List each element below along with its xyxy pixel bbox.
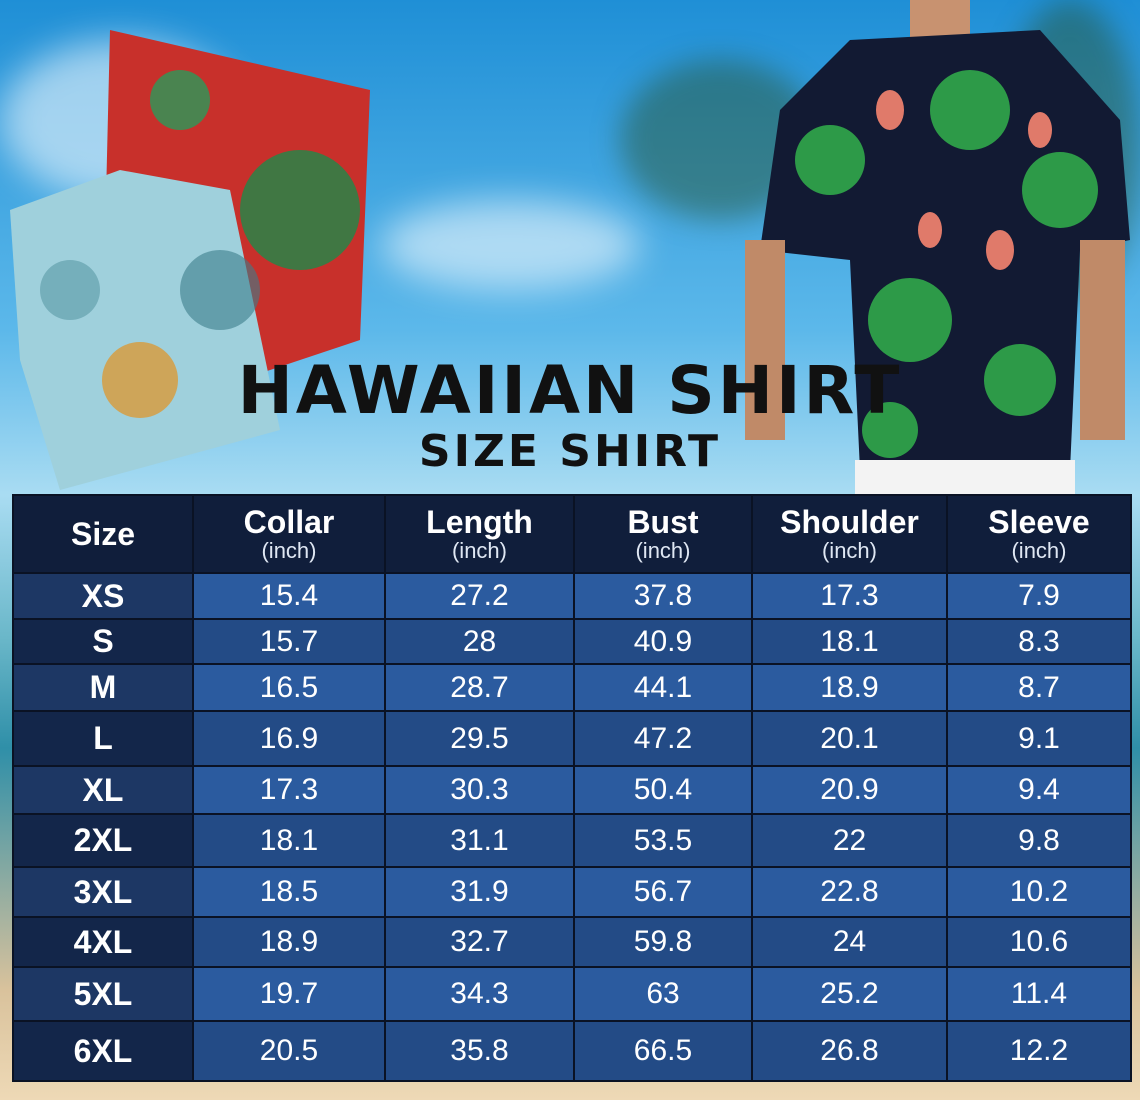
- measurement-cell: 66.5: [573, 1020, 753, 1082]
- measurement-cell: 16.9: [192, 710, 386, 767]
- measurement-cell: 22: [751, 813, 948, 868]
- measurement-cell: 12.2: [946, 1020, 1132, 1082]
- column-header-label: Collar: [243, 504, 335, 540]
- measurement-cell: 27.2: [384, 572, 575, 620]
- measurement-cell: 15.7: [192, 618, 386, 665]
- table-row: S 15.7 28 40.9 18.1 8.3: [12, 618, 1132, 665]
- size-cell: 2XL: [12, 813, 194, 868]
- size-cell: 6XL: [12, 1020, 194, 1082]
- table-row: 3XL 18.5 31.9 56.7 22.8 10.2: [12, 866, 1132, 918]
- column-header-unit: (inch): [1011, 538, 1067, 563]
- column-header-label: Size: [70, 516, 136, 552]
- table-row: XS 15.4 27.2 37.8 17.3 7.9: [12, 572, 1132, 620]
- column-header-label: Shoulder: [780, 504, 919, 540]
- table-row: 4XL 18.9 32.7 59.8 24 10.6: [12, 916, 1132, 968]
- model-shirt-image: [745, 0, 1130, 495]
- background-cloud: [380, 200, 640, 290]
- measurement-cell: 8.3: [946, 618, 1132, 665]
- table-row: 5XL 19.7 34.3 63 25.2 11.4: [12, 966, 1132, 1022]
- column-header-collar: Collar (inch): [192, 494, 386, 574]
- measurement-cell: 25.2: [751, 966, 948, 1022]
- size-cell: S: [12, 618, 194, 665]
- measurement-cell: 18.9: [751, 663, 948, 712]
- column-header-sleeve: Sleeve (inch): [946, 494, 1132, 574]
- measurement-cell: 47.2: [573, 710, 753, 767]
- table-row: L 16.9 29.5 47.2 20.1 9.1: [12, 710, 1132, 767]
- measurement-cell: 7.9: [946, 572, 1132, 620]
- column-header-size: Size: [12, 494, 194, 574]
- measurement-cell: 31.1: [384, 813, 575, 868]
- measurement-cell: 37.8: [573, 572, 753, 620]
- measurement-cell: 40.9: [573, 618, 753, 665]
- measurement-cell: 30.3: [384, 765, 575, 815]
- column-header-bust: Bust (inch): [573, 494, 753, 574]
- measurement-cell: 59.8: [573, 916, 753, 968]
- measurement-cell: 20.5: [192, 1020, 386, 1082]
- measurement-cell: 19.7: [192, 966, 386, 1022]
- measurement-cell: 63: [573, 966, 753, 1022]
- measurement-cell: 9.8: [946, 813, 1132, 868]
- column-header-label: Sleeve: [988, 504, 1090, 540]
- column-header-label: Length: [426, 504, 533, 540]
- column-header-label: Bust: [627, 504, 699, 540]
- measurement-cell: 16.5: [192, 663, 386, 712]
- page-title: HAWAIIAN SHIRT: [237, 352, 903, 429]
- measurement-cell: 18.1: [192, 813, 386, 868]
- column-header-unit: (inch): [261, 538, 317, 563]
- size-cell: L: [12, 710, 194, 767]
- size-cell: M: [12, 663, 194, 712]
- measurement-cell: 8.7: [946, 663, 1132, 712]
- table-row: 6XL 20.5 35.8 66.5 26.8 12.2: [12, 1020, 1132, 1082]
- measurement-cell: 32.7: [384, 916, 575, 968]
- size-cell: 3XL: [12, 866, 194, 918]
- measurement-cell: 17.3: [192, 765, 386, 815]
- measurement-cell: 56.7: [573, 866, 753, 918]
- table-row: 2XL 18.1 31.1 53.5 22 9.8: [12, 813, 1132, 868]
- size-cell: 5XL: [12, 966, 194, 1022]
- measurement-cell: 11.4: [946, 966, 1132, 1022]
- measurement-cell: 20.1: [751, 710, 948, 767]
- measurement-cell: 31.9: [384, 866, 575, 918]
- page-subtitle: SIZE SHIRT: [418, 426, 722, 477]
- measurement-cell: 28: [384, 618, 575, 665]
- column-header-unit: (inch): [821, 538, 877, 563]
- size-cell: XL: [12, 765, 194, 815]
- measurement-cell: 15.4: [192, 572, 386, 620]
- column-header-shoulder: Shoulder (inch): [751, 494, 948, 574]
- column-header-length: Length (inch): [384, 494, 575, 574]
- measurement-cell: 44.1: [573, 663, 753, 712]
- measurement-cell: 18.5: [192, 866, 386, 918]
- measurement-cell: 9.4: [946, 765, 1132, 815]
- measurement-cell: 29.5: [384, 710, 575, 767]
- column-header-unit: (inch): [451, 538, 507, 563]
- size-chart-table: Size Collar (inch) Length (inch) Bust (inch) Sh…: [12, 494, 1132, 1082]
- measurement-cell: 17.3: [751, 572, 948, 620]
- measurement-cell: 9.1: [946, 710, 1132, 767]
- header-row: Size Collar (inch) Length (inch) Bust (inch) Sh…: [12, 494, 1132, 574]
- folded-shirts-image: [10, 30, 370, 490]
- column-header-unit: (inch): [635, 538, 691, 563]
- measurement-cell: 26.8: [751, 1020, 948, 1082]
- measurement-cell: 24: [751, 916, 948, 968]
- measurement-cell: 50.4: [573, 765, 753, 815]
- size-cell: XS: [12, 572, 194, 620]
- measurement-cell: 22.8: [751, 866, 948, 918]
- measurement-cell: 34.3: [384, 966, 575, 1022]
- table-row: M 16.5 28.7 44.1 18.9 8.7: [12, 663, 1132, 712]
- measurement-cell: 10.2: [946, 866, 1132, 918]
- measurement-cell: 28.7: [384, 663, 575, 712]
- size-cell: 4XL: [12, 916, 194, 968]
- measurement-cell: 20.9: [751, 765, 948, 815]
- measurement-cell: 18.9: [192, 916, 386, 968]
- measurement-cell: 53.5: [573, 813, 753, 868]
- measurement-cell: 35.8: [384, 1020, 575, 1082]
- measurement-cell: 10.6: [946, 916, 1132, 968]
- measurement-cell: 18.1: [751, 618, 948, 665]
- table-row: XL 17.3 30.3 50.4 20.9 9.4: [12, 765, 1132, 815]
